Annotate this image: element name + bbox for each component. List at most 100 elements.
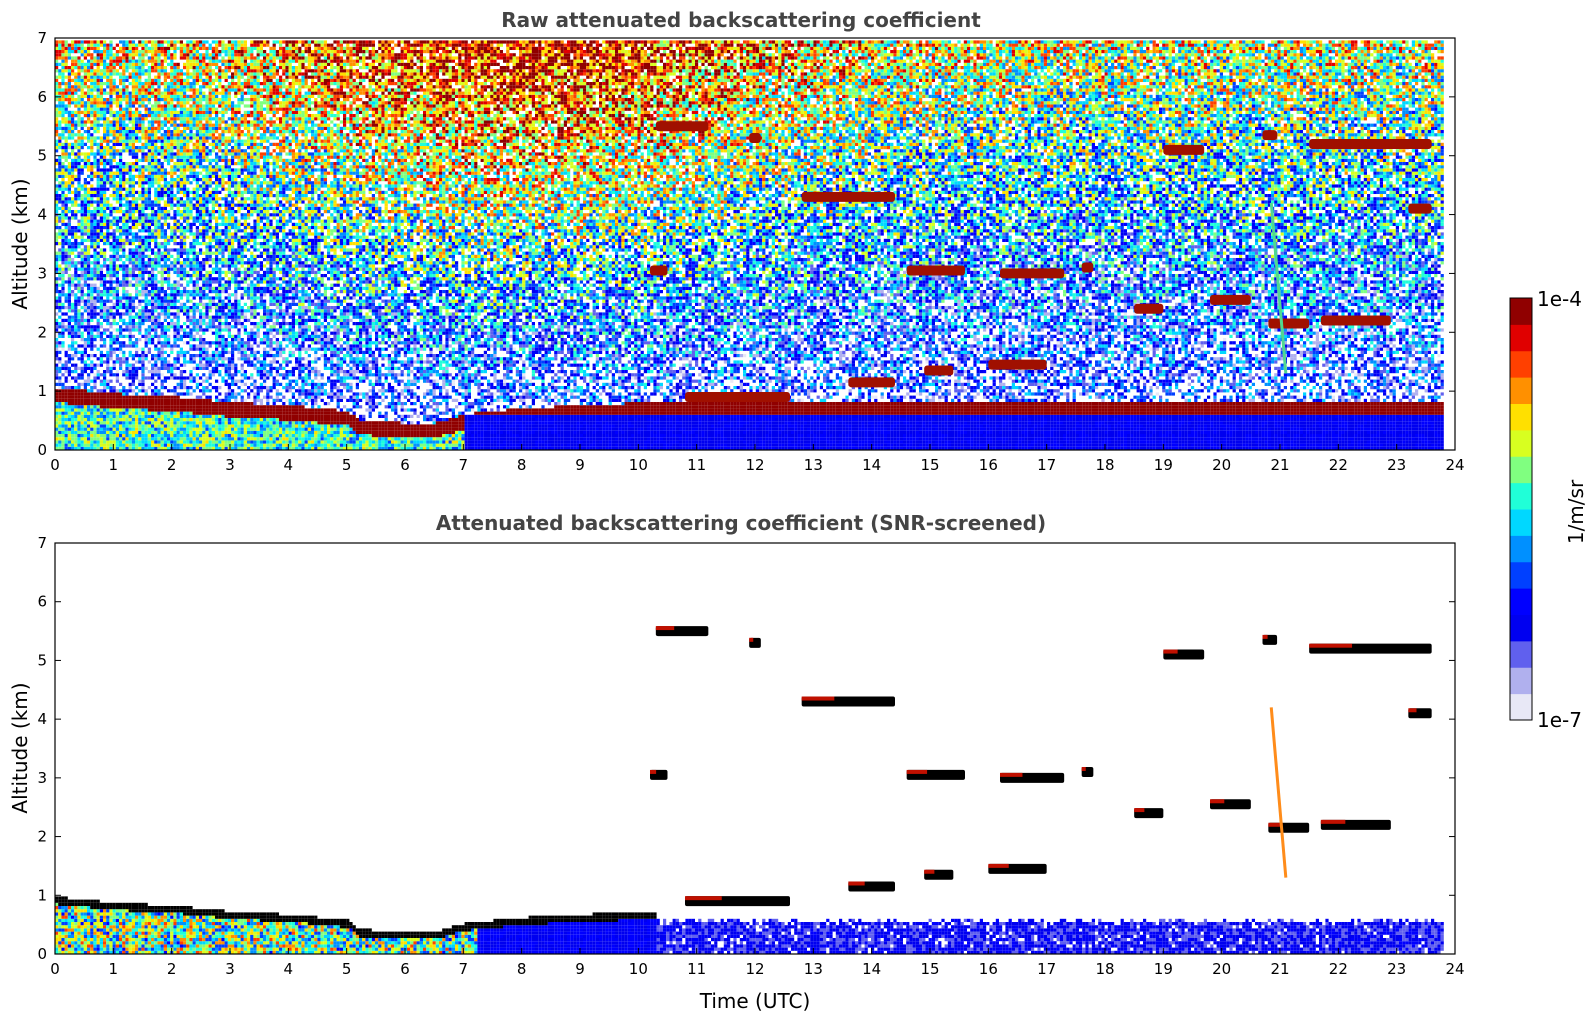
backscatter-cell <box>100 204 103 207</box>
backscatter-cell <box>109 341 112 344</box>
backscatter-cell <box>193 216 196 219</box>
backscatter-cell <box>141 357 144 360</box>
backscatter-cell <box>199 88 202 91</box>
backscatter-cell <box>81 184 84 187</box>
backscatter-cell <box>151 210 154 213</box>
backscatter-cell <box>173 204 176 207</box>
backscatter-cell <box>183 415 186 418</box>
backscatter-cell <box>151 258 154 261</box>
backscatter-cell <box>74 204 77 207</box>
backscatter-cell <box>132 232 135 235</box>
backscatter-cell <box>90 72 93 75</box>
backscatter-cell <box>103 184 106 187</box>
backscatter-cell <box>183 72 186 75</box>
backscatter-cell <box>93 437 96 440</box>
backscatter-cell <box>154 40 157 43</box>
backscatter-cell <box>119 226 122 229</box>
backscatter-cell <box>84 418 87 421</box>
backscatter-cell <box>93 239 96 242</box>
backscatter-cell <box>100 168 103 171</box>
backscatter-cell <box>177 242 180 245</box>
backscatter-cell <box>81 296 84 299</box>
backscatter-cell <box>113 428 116 431</box>
backscatter-cell <box>177 268 180 271</box>
backscatter-cell <box>167 159 170 162</box>
backscatter-cell <box>113 191 116 194</box>
backscatter-cell <box>113 296 116 299</box>
backscatter-cell <box>81 293 84 296</box>
backscatter-cell <box>170 200 173 203</box>
backscatter-cell <box>71 444 74 447</box>
backscatter-cell <box>97 277 100 280</box>
backscatter-cell <box>180 156 183 159</box>
backscatter-cell <box>167 268 170 271</box>
backscatter-cell <box>84 82 87 85</box>
backscatter-cell <box>109 146 112 149</box>
backscatter-cell <box>71 98 74 101</box>
backscatter-cell <box>135 156 138 159</box>
backscatter-cell <box>125 258 128 261</box>
backscatter-cell <box>122 293 125 296</box>
backscatter-cell <box>148 111 151 114</box>
backscatter-cell <box>173 399 176 402</box>
backscatter-cell <box>68 130 71 133</box>
backscatter-cell <box>196 213 199 216</box>
backscatter-cell <box>199 351 202 354</box>
backscatter-cell <box>87 380 90 383</box>
backscatter-cell <box>196 303 199 306</box>
backscatter-cell <box>129 194 132 197</box>
backscatter-cell <box>97 181 100 184</box>
backscatter-cell <box>132 277 135 280</box>
backscatter-cell <box>103 111 106 114</box>
backscatter-cell <box>161 127 164 130</box>
backscatter-cell <box>202 226 205 229</box>
backscatter-cell <box>71 204 74 207</box>
backscatter-cell <box>154 277 157 280</box>
backscatter-cell <box>199 344 202 347</box>
backscatter-cell <box>81 223 84 226</box>
backscatter-cell <box>161 322 164 325</box>
backscatter-cell <box>199 325 202 328</box>
backscatter-cell <box>170 405 173 408</box>
backscatter-cell <box>116 92 119 95</box>
backscatter-cell <box>129 146 132 149</box>
backscatter-cell <box>87 165 90 168</box>
backscatter-cell <box>202 338 205 341</box>
backscatter-cell <box>77 44 80 47</box>
backscatter-cell <box>141 184 144 187</box>
backscatter-cell <box>71 159 74 162</box>
backscatter-cell <box>135 232 138 235</box>
backscatter-cell <box>173 421 176 424</box>
backscatter-cell <box>161 108 164 111</box>
backscatter-cell <box>154 156 157 159</box>
backscatter-cell <box>122 172 125 175</box>
backscatter-cell <box>81 431 84 434</box>
backscatter-cell <box>199 264 202 267</box>
backscatter-cell <box>141 351 144 354</box>
backscatter-cell <box>173 72 176 75</box>
backscatter-cell <box>183 428 186 431</box>
backscatter-cell <box>148 223 151 226</box>
backscatter-cell <box>148 50 151 53</box>
backscatter-cell <box>84 191 87 194</box>
backscatter-cell <box>145 104 148 107</box>
backscatter-cell <box>202 236 205 239</box>
backscatter-cell <box>148 319 151 322</box>
backscatter-cell <box>81 434 84 437</box>
backscatter-cell <box>113 252 116 255</box>
backscatter-cell <box>84 120 87 123</box>
backscatter-cell <box>157 261 160 264</box>
backscatter-cell <box>106 133 109 136</box>
backscatter-cell <box>97 162 100 165</box>
backscatter-cell <box>90 309 93 312</box>
backscatter-cell <box>141 280 144 283</box>
backscatter-cell <box>164 415 167 418</box>
backscatter-cell <box>129 351 132 354</box>
backscatter-cell <box>154 146 157 149</box>
backscatter-cell <box>116 88 119 91</box>
backscatter-cell <box>77 146 80 149</box>
backscatter-cell <box>132 341 135 344</box>
backscatter-cell <box>122 248 125 251</box>
backscatter-cell <box>135 191 138 194</box>
backscatter-cell <box>109 204 112 207</box>
